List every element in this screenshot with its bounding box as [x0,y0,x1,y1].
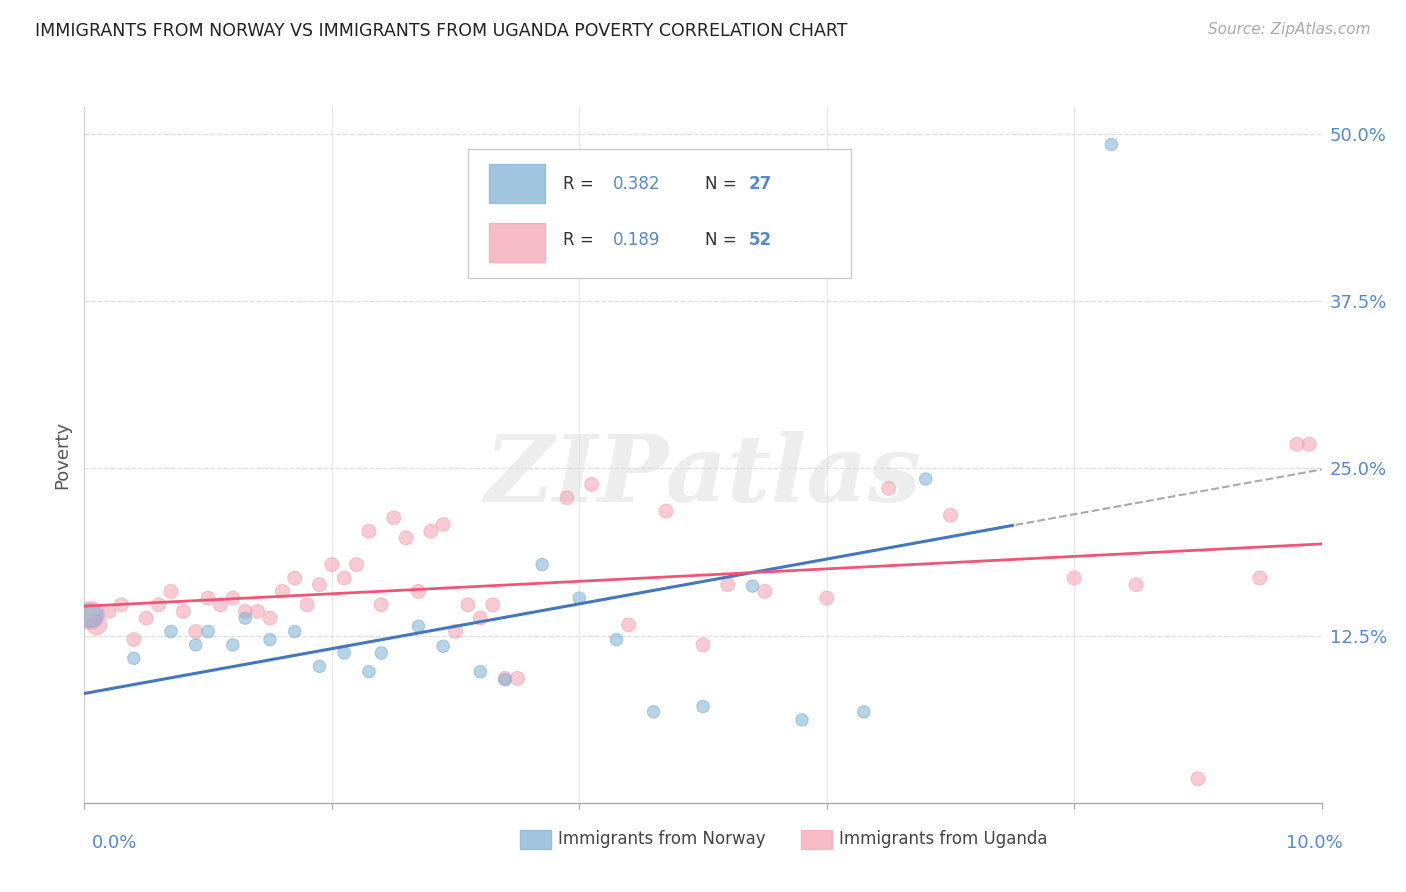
Point [160,584,183,599]
Point [233,605,256,619]
Point [209,598,232,612]
FancyBboxPatch shape [468,149,852,277]
Point [1125,578,1147,592]
Point [419,524,441,539]
Point [357,665,380,679]
Point [148,598,170,612]
Text: 52: 52 [749,231,772,249]
Point [308,659,330,673]
Point [222,638,245,652]
Point [877,482,900,496]
Point [1099,137,1122,152]
Point [692,638,714,652]
Point [617,617,640,632]
Point [333,646,356,660]
Point [321,558,343,572]
Point [1187,772,1209,786]
Point [1249,571,1271,585]
Point [382,510,405,524]
Point [357,524,380,539]
Point [717,578,740,592]
Text: Immigrants from Norway: Immigrants from Norway [558,830,766,848]
Point [754,584,776,599]
Point [333,571,356,585]
Point [122,651,145,665]
Point [259,632,281,647]
Point [605,632,627,647]
Point [408,619,430,633]
Point [184,624,207,639]
Point [531,558,554,572]
Point [432,639,454,653]
Point [259,611,281,625]
Point [271,584,294,599]
Text: Source: ZipAtlas.com: Source: ZipAtlas.com [1208,22,1371,37]
Point [246,605,269,619]
Point [432,517,454,532]
Point [284,624,307,639]
Point [914,472,936,486]
Point [643,705,665,719]
Point [1298,437,1320,451]
Point [110,598,132,612]
Text: ZIPatlas: ZIPatlas [485,431,921,521]
Point [815,591,838,606]
Point [98,605,121,619]
Point [233,611,256,625]
Point [86,617,108,632]
Text: Immigrants from Uganda: Immigrants from Uganda [839,830,1047,848]
Point [457,598,479,612]
Point [470,665,492,679]
Point [197,591,219,606]
Point [741,579,763,593]
Text: R =: R = [564,231,599,249]
Text: 0.382: 0.382 [613,175,661,193]
Point [122,632,145,647]
Point [222,591,245,606]
Point [470,611,492,625]
Point [197,624,219,639]
Point [295,598,318,612]
Text: 0.0%: 0.0% [91,834,136,852]
Point [346,558,368,572]
Point [444,624,467,639]
Text: IMMIGRANTS FROM NORWAY VS IMMIGRANTS FROM UGANDA POVERTY CORRELATION CHART: IMMIGRANTS FROM NORWAY VS IMMIGRANTS FRO… [35,22,848,40]
Point [135,611,157,625]
Point [481,598,503,612]
Text: N =: N = [706,175,742,193]
Point [581,477,603,491]
Point [655,504,678,518]
Point [494,671,516,685]
Point [395,531,418,545]
Point [79,608,101,623]
Point [408,584,430,599]
FancyBboxPatch shape [489,223,544,262]
Point [939,508,962,523]
Point [790,713,813,727]
Text: R =: R = [564,175,599,193]
Point [506,671,529,685]
Point [308,578,330,592]
Point [692,699,714,714]
Point [568,591,591,606]
Y-axis label: Poverty: Poverty [53,421,72,489]
Text: 10.0%: 10.0% [1286,834,1343,852]
Text: 27: 27 [749,175,772,193]
Point [370,646,392,660]
Point [172,605,194,619]
Point [79,608,101,623]
Point [852,705,875,719]
Point [1063,571,1085,585]
Point [494,673,516,687]
Point [555,491,578,505]
Text: N =: N = [706,231,742,249]
Point [160,624,183,639]
Text: 0.189: 0.189 [613,231,659,249]
FancyBboxPatch shape [489,164,544,203]
Point [184,638,207,652]
Point [284,571,307,585]
Point [1285,437,1308,451]
Point [370,598,392,612]
